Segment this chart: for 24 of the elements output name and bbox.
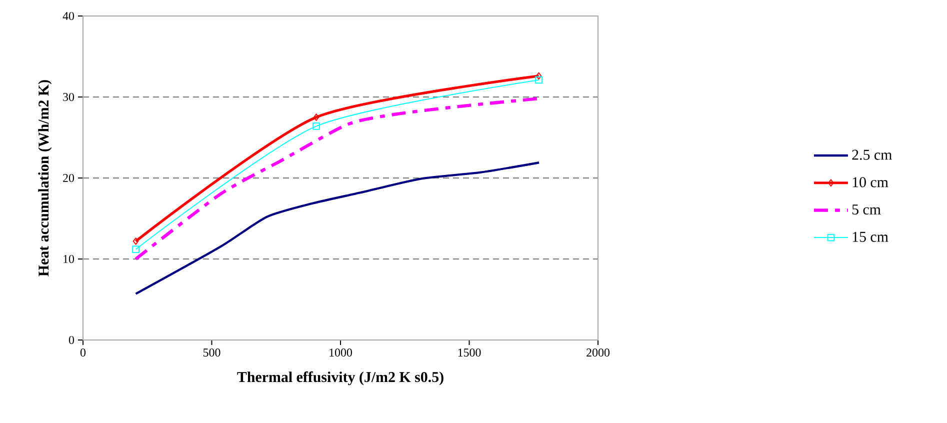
y-tick-label: 10	[64, 254, 74, 264]
x-tick-label: 500	[203, 348, 220, 357]
legend-label: 2.5 cm	[852, 150, 892, 160]
legend-label: 15 cm	[852, 232, 888, 242]
y-axis-title: Heat accumulation (Wh/m2 K)	[38, 80, 52, 276]
x-tick-label: 1000	[330, 348, 352, 357]
x-axis-title: Thermal effusivity (J/m2 K s0.5)	[237, 371, 444, 386]
legend-label: 10 cm	[852, 177, 888, 188]
point	[132, 237, 139, 245]
y-tick-label: 40	[62, 12, 74, 20]
x-tick-label: 2000	[586, 348, 610, 357]
point	[536, 72, 542, 80]
point	[312, 122, 320, 130]
y-tick-label: 0	[68, 336, 74, 344]
line-series	[134, 97, 540, 261]
point	[313, 114, 320, 121]
legend-label: 5 cm	[852, 204, 881, 214]
line-series	[134, 162, 540, 295]
y-tick-label: 30	[63, 92, 74, 102]
point	[132, 246, 140, 253]
y-tick-label: 20	[63, 174, 74, 182]
x-tick-label: 1500	[458, 348, 481, 357]
x-tick-label: 0	[80, 348, 86, 357]
point	[535, 76, 542, 84]
